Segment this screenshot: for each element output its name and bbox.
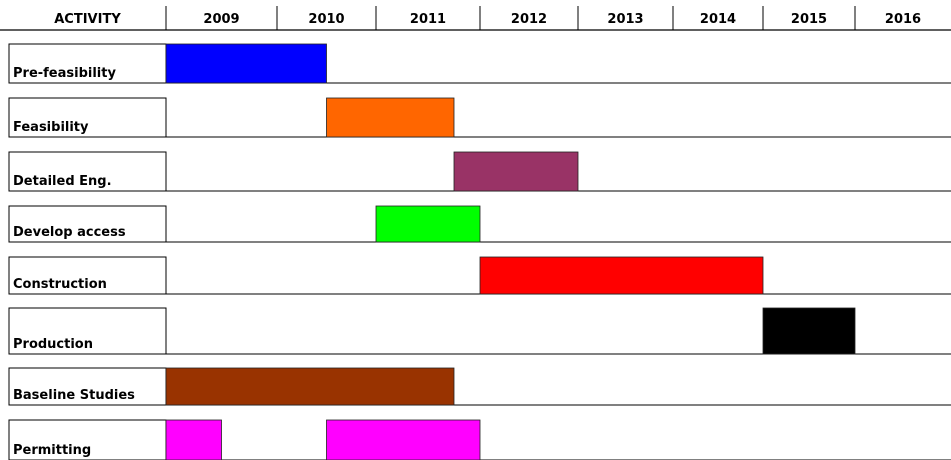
activity-row: Pre-feasibility [8, 43, 951, 84]
gantt-bar [326, 419, 481, 460]
activity-label-box [8, 419, 167, 460]
activity-label-box [8, 205, 167, 243]
activity-row: Baseline Studies [8, 367, 951, 406]
activity-row: Permitting [8, 419, 951, 460]
year-label-2014: 2014 [700, 12, 736, 27]
year-label-2011: 2011 [410, 12, 446, 27]
year-label-2016: 2016 [885, 12, 921, 27]
gantt-bar [326, 97, 455, 138]
activity-row: Production [8, 307, 951, 355]
activity-row: Develop access [8, 205, 951, 243]
activity-label: Pre-feasibility [13, 66, 116, 81]
chart-header: ACTIVITY 2009 2010 2011 2012 2013 2014 2015 2016 [0, 6, 951, 31]
activity-label-box [8, 256, 167, 295]
year-label-2009: 2009 [203, 12, 239, 27]
activity-label: Detailed Eng. [13, 174, 112, 189]
year-label-2015: 2015 [791, 12, 827, 27]
activity-label: Production [13, 337, 93, 352]
activity-row: Feasibility [8, 97, 951, 138]
year-label-2010: 2010 [308, 12, 344, 27]
gantt-bar [165, 367, 455, 406]
activity-rows: Pre-feasibility Feasibility Detailed Eng. D… [8, 43, 951, 460]
activity-column-header: ACTIVITY [54, 12, 121, 27]
year-label-2013: 2013 [607, 12, 643, 27]
activity-label-box [8, 151, 167, 192]
activity-label: Permitting [13, 443, 91, 458]
activity-label-box [8, 307, 167, 355]
activity-label: Baseline Studies [13, 388, 135, 403]
gantt-bar [165, 419, 222, 460]
activity-label: Develop access [13, 225, 126, 240]
gantt-bar [375, 205, 481, 243]
activity-row: Construction [8, 256, 951, 295]
activity-label: Feasibility [13, 120, 89, 135]
activity-label-box [8, 367, 167, 406]
gantt-bar [479, 256, 764, 295]
activity-label-box [8, 97, 167, 138]
activity-label: Construction [13, 277, 107, 292]
activity-row: Detailed Eng. [8, 151, 951, 192]
gantt-bar [453, 151, 579, 192]
gantt-bar [165, 43, 327, 84]
year-label-2012: 2012 [511, 12, 547, 27]
gantt-bar [762, 307, 856, 355]
